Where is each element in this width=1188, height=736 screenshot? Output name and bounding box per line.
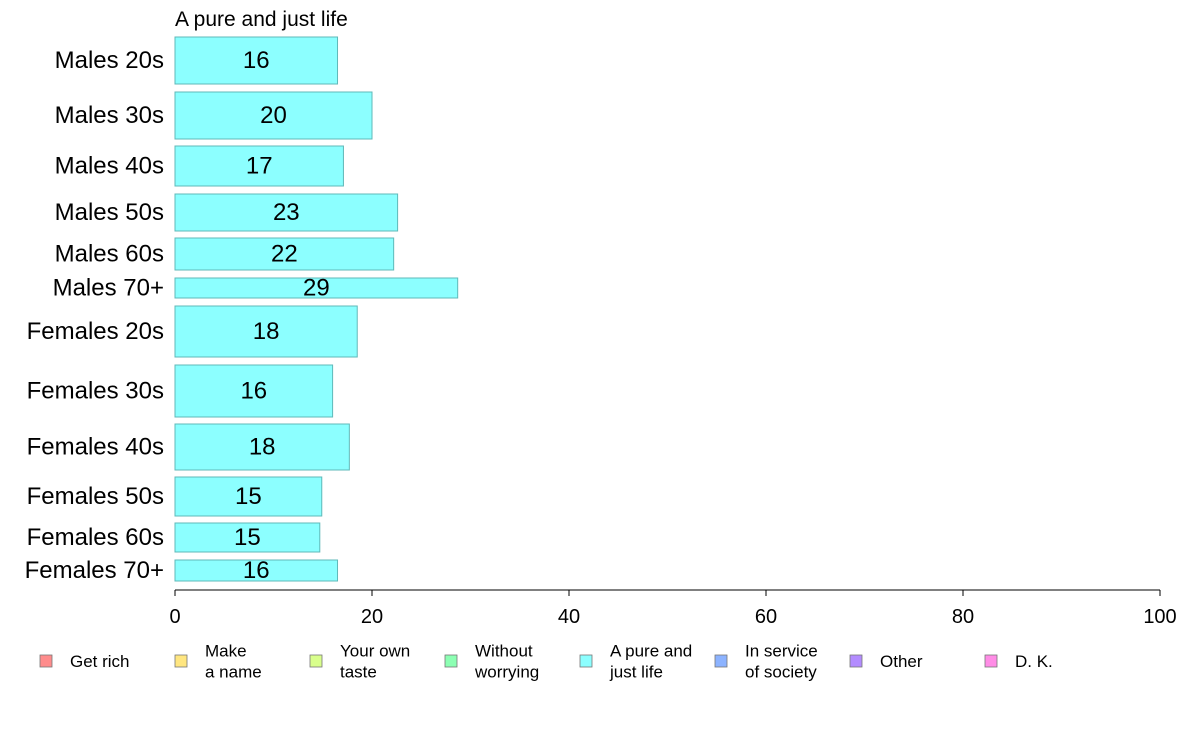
bar bbox=[174, 36, 339, 85]
legend-swatch bbox=[849, 654, 863, 668]
category-label: Females 70+ bbox=[25, 557, 164, 584]
bar bbox=[174, 522, 321, 553]
bar-value-label: 29 bbox=[303, 275, 330, 302]
x-tick-label: 20 bbox=[361, 606, 383, 628]
x-tick-label: 80 bbox=[952, 606, 974, 628]
bar bbox=[174, 145, 344, 187]
category-label: Males 60s bbox=[55, 241, 164, 268]
legend-swatch bbox=[984, 654, 998, 668]
bar-value-label: 22 bbox=[271, 241, 298, 268]
legend-label: Get rich bbox=[70, 652, 130, 671]
chart-title: A pure and just life bbox=[175, 8, 348, 31]
category-label: Females 50s bbox=[27, 483, 164, 510]
category-label: Females 60s bbox=[27, 524, 164, 551]
bars-group: 16 Males 20s 20 Males 30s 17 Males 40s 23 Males… bbox=[25, 36, 459, 584]
category-label: Males 70+ bbox=[53, 275, 164, 302]
x-tick-label: 60 bbox=[755, 606, 777, 628]
legend-label: D. K. bbox=[1015, 652, 1053, 671]
bar bbox=[174, 559, 339, 582]
legend-swatch bbox=[579, 654, 593, 668]
category-label: Males 30s bbox=[55, 102, 164, 129]
category-label: Females 40s bbox=[27, 434, 164, 461]
bar-value-label: 23 bbox=[273, 199, 300, 226]
bar-value-label: 16 bbox=[243, 557, 270, 584]
bar-value-label: 18 bbox=[249, 434, 276, 461]
legend-swatch bbox=[174, 654, 188, 668]
category-label: Males 40s bbox=[55, 153, 164, 180]
bar-value-label: 16 bbox=[243, 47, 270, 74]
legend-swatch bbox=[309, 654, 323, 668]
bar-value-label: 16 bbox=[240, 378, 267, 405]
bar bbox=[174, 476, 323, 517]
bar-value-label: 15 bbox=[235, 483, 262, 510]
category-label: Females 30s bbox=[27, 378, 164, 405]
bar bbox=[174, 193, 399, 232]
category-label: Females 20s bbox=[27, 318, 164, 345]
bar bbox=[174, 237, 395, 271]
legend-label: Your own taste bbox=[340, 641, 410, 681]
bar bbox=[174, 91, 373, 140]
bar-value-label: 18 bbox=[253, 318, 280, 345]
category-label: Males 20s bbox=[55, 47, 164, 74]
x-tick-label: 0 bbox=[169, 606, 180, 628]
x-tick-label: 40 bbox=[558, 606, 580, 628]
legend-swatch bbox=[714, 654, 728, 668]
bar-value-label: 17 bbox=[246, 153, 273, 180]
legend-label: Without worrying bbox=[474, 641, 539, 681]
bar bbox=[174, 277, 459, 299]
bar-value-label: 15 bbox=[234, 524, 261, 551]
bar-value-label: 20 bbox=[260, 102, 287, 129]
legend-label: In service of society bbox=[745, 641, 818, 681]
legend-swatch bbox=[39, 654, 53, 668]
legend: Get rich Make a name Your own taste Without wo… bbox=[39, 641, 1053, 681]
category-label: Males 50s bbox=[55, 199, 164, 226]
x-tick-label: 100 bbox=[1143, 606, 1176, 628]
x-axis: 0 20 40 60 80 100 bbox=[169, 589, 1177, 628]
legend-label: Make a name bbox=[205, 641, 262, 681]
bar bbox=[174, 423, 350, 471]
legend-label: Other bbox=[880, 652, 923, 671]
bar bbox=[174, 305, 358, 358]
legend-label: A pure and just life bbox=[609, 641, 692, 681]
bar bbox=[174, 364, 334, 418]
legend-swatch bbox=[444, 654, 458, 668]
